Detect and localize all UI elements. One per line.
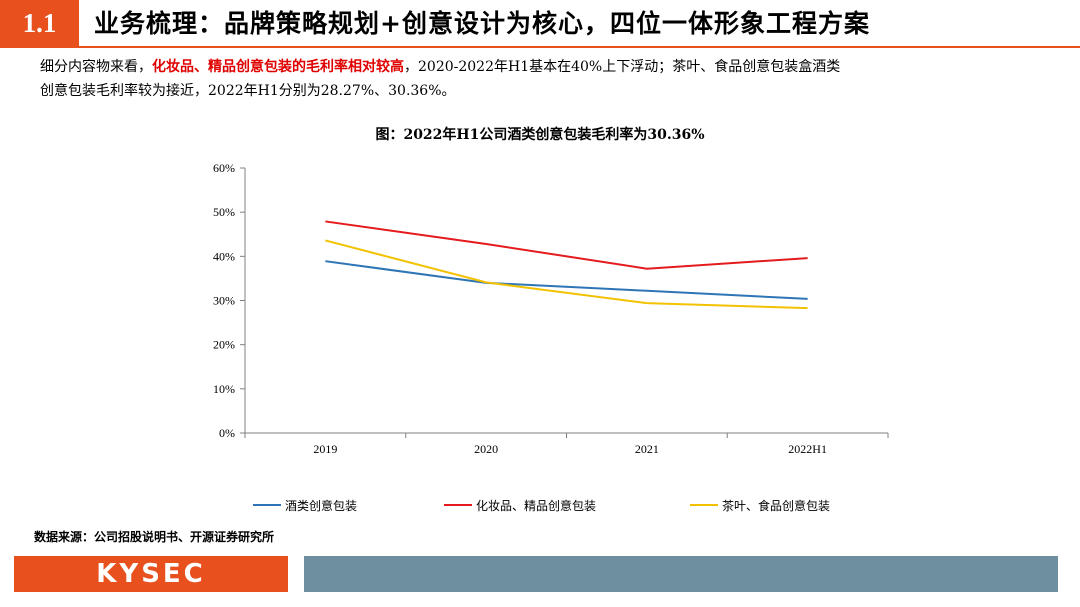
page-title: 业务梳理：品牌策略规划+创意设计为核心，四位一体形象工程方案: [94, 9, 870, 38]
x-tick-label: 2022H1: [788, 442, 827, 456]
series-line-2: [325, 220, 808, 270]
description-text: 细分内容物来看，化妆品、精品创意包装的毛利率相对较高，2020-2022年H1基…: [40, 55, 1060, 103]
series-line-1: [325, 260, 808, 300]
data-source: 数据来源：公司招股说明书、开源证券研究所: [34, 530, 275, 544]
legend-label: 酒类创意包装: [285, 498, 357, 513]
chart-title: 图：2022年H1公司酒类创意包装毛利率为30.36%: [375, 127, 705, 143]
description-highlight: 化妆品、精品创意包装的毛利率相对较高: [152, 59, 404, 75]
legend-label: 化妆品、精品创意包装: [476, 498, 596, 513]
line-chart: 0% 10% 20% 30% 40% 50% 60% 2019 2020 2021 2022H1 酒类…: [213, 161, 889, 513]
footer-bar: [304, 556, 1058, 592]
x-tick-label: 2021: [635, 442, 659, 456]
kysec-logo: KYSEC: [14, 556, 288, 592]
y-tick-label: 10%: [213, 382, 235, 396]
legend-label: 茶叶、食品创意包装: [722, 498, 830, 513]
title-divider: [0, 46, 1080, 48]
description-intro: 细分内容物来看，: [40, 59, 152, 75]
description-line-2: 创意包装毛利率较为接近，2022年H1分别为28.27%、30.36%。: [40, 83, 456, 99]
y-tick-label: 0%: [219, 426, 235, 440]
section-number: 1.1: [0, 0, 79, 46]
x-tick-label: 2020: [474, 442, 498, 456]
y-tick-label: 20%: [213, 338, 235, 352]
y-tick-label: 30%: [213, 294, 235, 308]
y-tick-label: 40%: [213, 249, 235, 263]
description-continuation: ，2020-2022年H1基本在40%上下浮动；茶叶、食品创意包装盒酒类: [404, 59, 841, 75]
y-tick-label: 50%: [213, 205, 235, 219]
series-line-3: [325, 239, 808, 310]
y-tick-label: 60%: [213, 161, 235, 175]
description-line-1: 细分内容物来看，化妆品、精品创意包装的毛利率相对较高，2020-2022年H1基…: [40, 55, 1060, 79]
x-tick-label: 2019: [313, 442, 337, 456]
